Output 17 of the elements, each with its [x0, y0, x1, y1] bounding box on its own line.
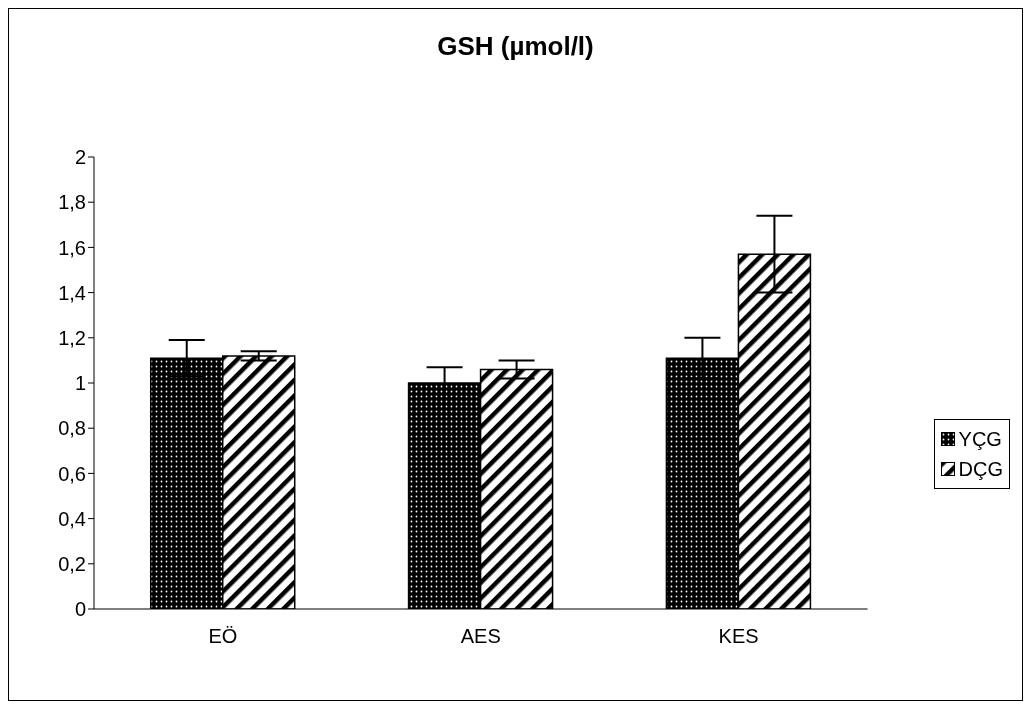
y-tick-label: 0,2: [58, 552, 86, 575]
x-tick-label: KES: [718, 625, 759, 648]
y-tick-label: 2: [74, 146, 86, 169]
y-tick-label: 0,4: [58, 507, 86, 530]
legend-label: DÇG: [958, 457, 1003, 482]
x-tick-label: AES: [460, 625, 501, 648]
chart-title: GSH (µmol/l): [436, 31, 595, 62]
y-tick-label: 0,6: [58, 462, 86, 485]
y-tick-label: 1,6: [58, 236, 86, 259]
y-tick-label: 1,4: [58, 281, 86, 304]
legend-label: YÇG: [958, 427, 1002, 452]
y-tick-label: 0: [74, 598, 86, 621]
y-tick-label: 1: [74, 372, 86, 395]
x-tick-label: EÖ: [208, 625, 238, 648]
y-tick-label: 1,2: [58, 326, 86, 349]
y-tick-label: 1,8: [58, 191, 86, 214]
y-tick-label: 0,8: [58, 417, 86, 440]
